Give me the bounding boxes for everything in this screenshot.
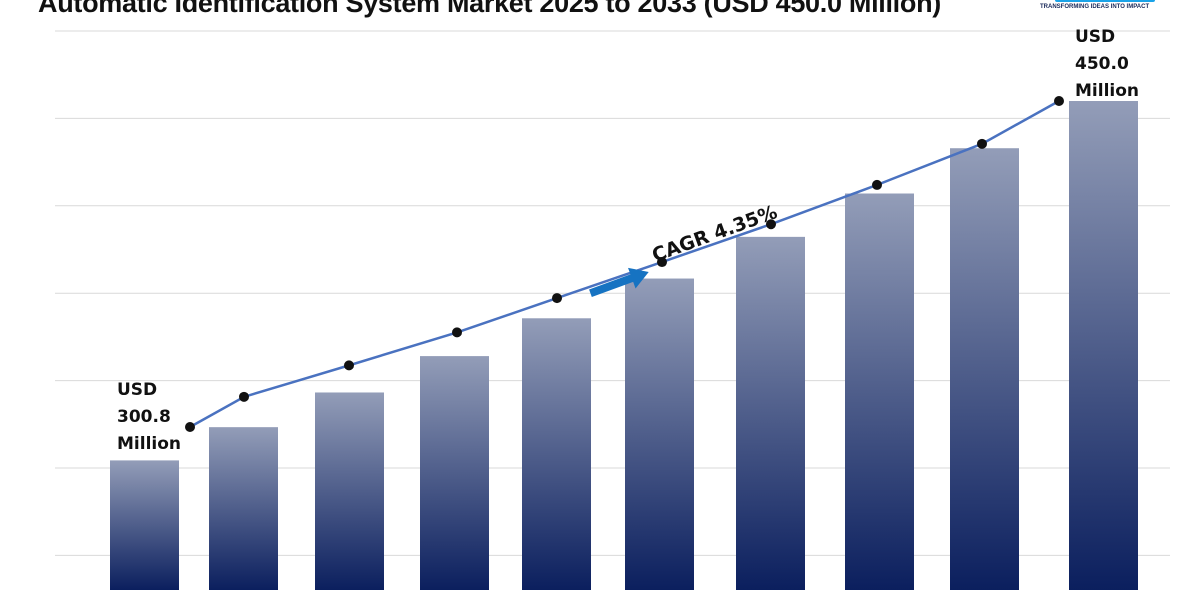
bar — [950, 148, 1019, 590]
bar — [209, 427, 278, 590]
bar — [420, 356, 489, 590]
bar — [315, 392, 384, 590]
trend-line — [189, 99, 1060, 429]
trend-point — [452, 327, 462, 338]
logo: TRANSFORMING IDEAS INTO IMPACT — [1040, 0, 1170, 14]
bar — [1069, 101, 1138, 590]
trend-point — [872, 179, 882, 190]
trend-point — [185, 422, 195, 432]
trend-point — [766, 219, 776, 230]
end-label-1: USD — [1075, 27, 1115, 47]
trend-point — [552, 293, 562, 304]
bar — [845, 193, 914, 590]
end-label-2: 450.0 — [1075, 54, 1129, 74]
trend-point — [344, 360, 354, 371]
bar — [522, 318, 591, 590]
chart-title: Automatic Identification System Market 2… — [38, 0, 941, 18]
logo-mark — [1055, 0, 1155, 2]
trend-point — [1054, 96, 1064, 106]
trend-point — [977, 138, 987, 149]
start-label-1: USD — [117, 380, 157, 400]
trend-point — [239, 391, 249, 402]
end-label-3: Million — [1075, 81, 1139, 101]
start-label-2: 300.8 — [117, 407, 171, 427]
trend-point — [657, 257, 667, 268]
bar — [110, 460, 179, 590]
start-label-3: Million — [117, 434, 181, 454]
logo-tagline: TRANSFORMING IDEAS INTO IMPACT — [1040, 4, 1150, 10]
cagr-arrow-icon — [589, 267, 649, 297]
bar — [736, 236, 805, 590]
bar — [625, 278, 694, 590]
